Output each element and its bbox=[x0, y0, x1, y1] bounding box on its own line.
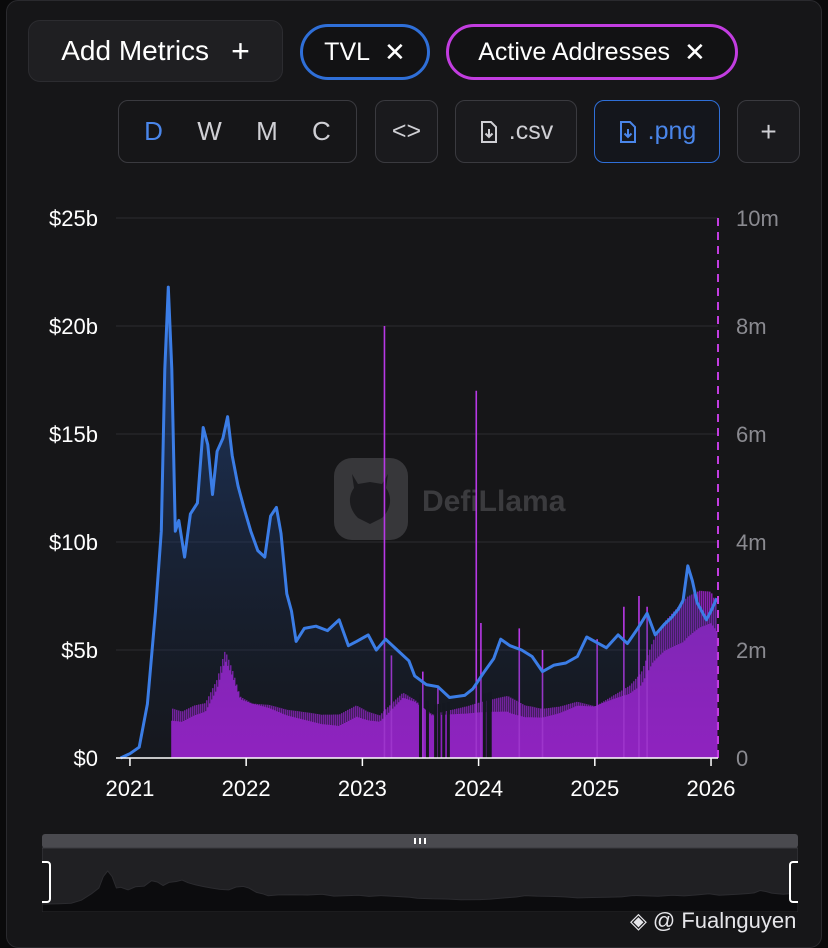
x-tick: 2025 bbox=[570, 776, 619, 801]
defillama-watermark: DefiLlama bbox=[334, 458, 566, 540]
chip-label: Active Addresses bbox=[478, 37, 670, 66]
x-tick: 2024 bbox=[454, 776, 503, 801]
download-csv-button[interactable]: .csv bbox=[455, 100, 577, 163]
y-right-tick: 8m bbox=[736, 314, 767, 339]
x-tick: 2026 bbox=[687, 776, 736, 801]
y-left-tick: $20b bbox=[49, 314, 98, 339]
tvl-line bbox=[119, 285, 719, 760]
y-right-tick: 10m bbox=[736, 206, 779, 231]
close-icon[interactable]: ✕ bbox=[683, 36, 706, 67]
close-icon[interactable]: ✕ bbox=[384, 36, 406, 67]
download-png-button[interactable]: .png bbox=[594, 100, 720, 163]
interval-daily[interactable]: D bbox=[144, 116, 163, 146]
file-download-icon bbox=[480, 120, 497, 143]
range-brush[interactable] bbox=[42, 834, 798, 912]
png-label: .png bbox=[647, 117, 697, 145]
y-right-tick: 0 bbox=[736, 746, 748, 771]
credit-watermark: ◈ @ Fualnguyen bbox=[630, 908, 796, 934]
x-tick: 2021 bbox=[105, 776, 154, 801]
interval-cumulative[interactable]: C bbox=[312, 116, 331, 146]
grip-icon[interactable] bbox=[414, 838, 426, 844]
plus-icon: + bbox=[231, 32, 250, 69]
y-left-tick: $25b bbox=[49, 206, 98, 231]
brush-handle-left[interactable] bbox=[42, 861, 51, 903]
tvl-area bbox=[120, 287, 717, 758]
y-left-tick: $0 bbox=[74, 746, 98, 771]
y-left-tick: $15b bbox=[49, 422, 98, 447]
binance-icon: ◈ bbox=[630, 908, 647, 933]
plus-icon: + bbox=[760, 115, 777, 147]
tvl-series bbox=[119, 285, 719, 760]
y-left-tick: $5b bbox=[61, 638, 98, 663]
y-left-tick: $10b bbox=[49, 530, 98, 555]
y-right-tick: 4m bbox=[736, 530, 767, 555]
interval-monthly[interactable]: M bbox=[256, 116, 278, 146]
embed-button[interactable]: <> bbox=[375, 100, 438, 163]
y-right-tick: 6m bbox=[736, 422, 767, 447]
metric-chip-active-addresses[interactable]: Active Addresses ✕ bbox=[446, 24, 738, 80]
watermark-text: DefiLlama bbox=[422, 485, 566, 518]
code-icon: <> bbox=[391, 117, 422, 145]
file-download-icon bbox=[619, 120, 636, 143]
add-metrics-button[interactable]: Add Metrics + bbox=[28, 20, 283, 82]
brush-handle-right[interactable] bbox=[789, 861, 798, 903]
more-options-button[interactable]: + bbox=[737, 100, 800, 163]
interval-weekly[interactable]: W bbox=[197, 116, 222, 146]
add-metrics-label: Add Metrics bbox=[61, 35, 210, 66]
credit-text: @ Fualnguyen bbox=[652, 908, 797, 933]
interval-selector: D W M C bbox=[118, 100, 357, 163]
csv-label: .csv bbox=[508, 117, 554, 145]
y-right-tick: 2m bbox=[736, 638, 767, 663]
x-tick: 2023 bbox=[338, 776, 387, 801]
chip-label: TVL bbox=[324, 37, 371, 66]
brush-preview bbox=[42, 870, 798, 912]
metric-chip-tvl[interactable]: TVL ✕ bbox=[300, 24, 430, 80]
x-tick: 2022 bbox=[222, 776, 271, 801]
